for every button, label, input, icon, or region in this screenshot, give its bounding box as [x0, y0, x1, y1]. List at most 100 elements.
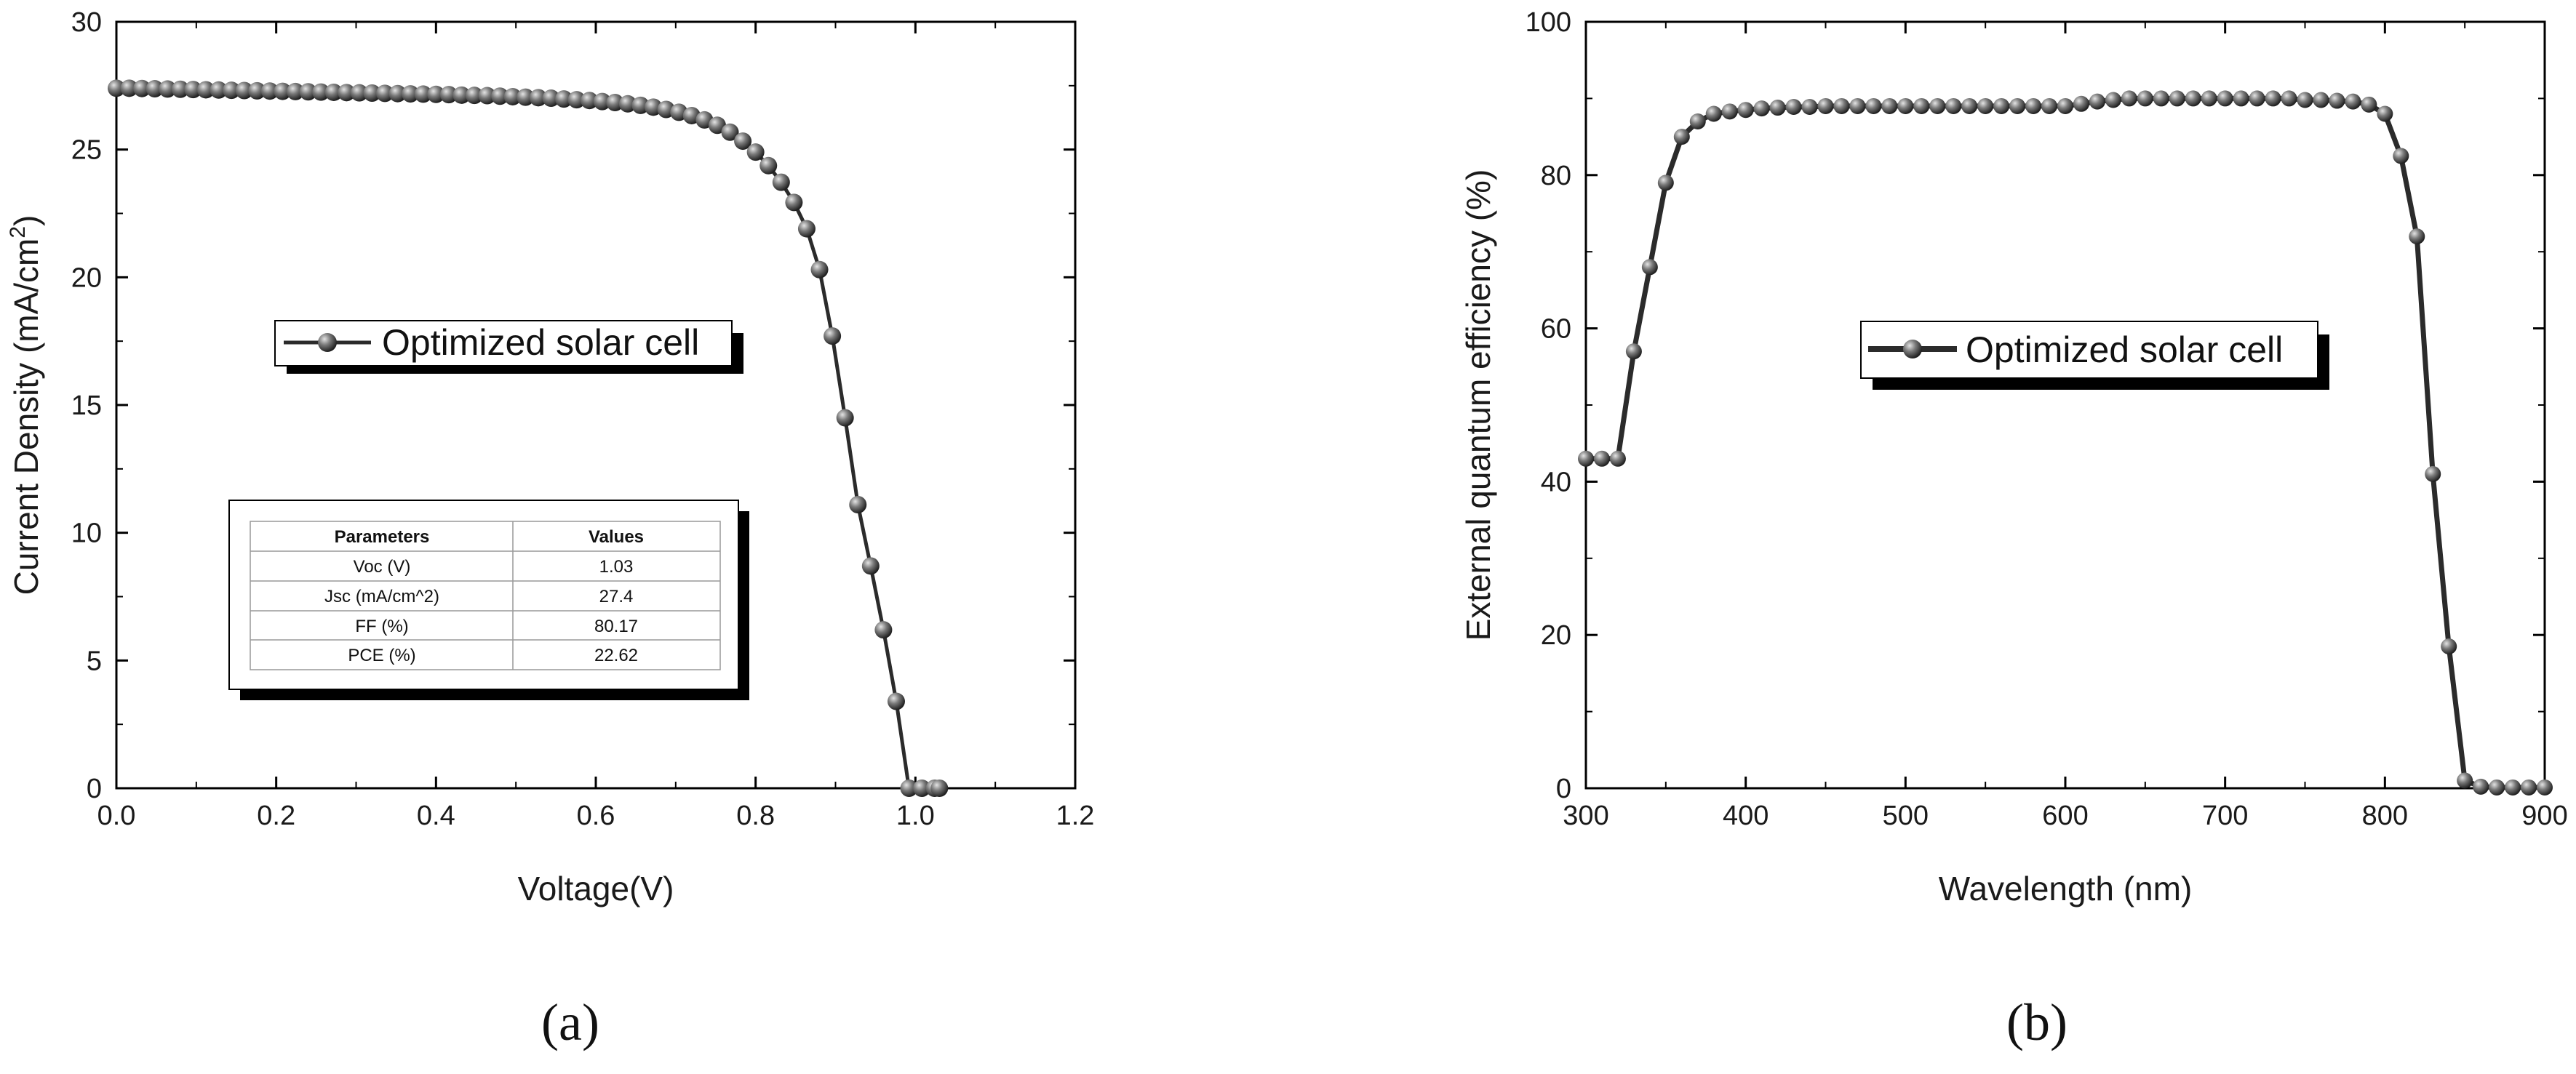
data-point	[1881, 97, 1898, 114]
x-tick-label: 1.2	[1056, 801, 1095, 831]
data-point	[529, 89, 547, 107]
data-point	[260, 82, 279, 100]
y-tick-label: 15	[71, 390, 102, 421]
data-point	[2377, 105, 2393, 122]
data-point	[2409, 228, 2425, 245]
x-tick-label: 900	[2521, 801, 2567, 831]
data-point	[581, 92, 599, 110]
data-point	[2425, 465, 2441, 482]
data-point	[2345, 93, 2361, 110]
data-point	[734, 132, 752, 151]
chart-a-legend-label: Optimized solar cell	[382, 322, 699, 363]
data-point	[223, 81, 241, 100]
chart-b-legend-label: Optimized solar cell	[1966, 329, 2283, 370]
x-tick-label: 300	[1563, 801, 1608, 831]
data-point	[414, 85, 432, 103]
data-point	[1897, 97, 1914, 114]
chart-a-legend-marker	[318, 333, 337, 352]
data-point	[145, 80, 164, 98]
table-cell: 27.4	[599, 587, 634, 606]
data-point	[772, 173, 790, 191]
chart-b-legend-marker	[1903, 340, 1922, 358]
data-point	[1801, 98, 1818, 115]
chart-b-legend: Optimized solar cell	[1860, 321, 2329, 390]
data-point	[797, 220, 816, 238]
x-tick-label: 400	[1723, 801, 1768, 831]
table-cell: PCE (%)	[348, 646, 415, 665]
data-point	[2249, 90, 2265, 107]
data-point	[517, 88, 535, 106]
data-point	[2169, 90, 2185, 107]
data-point	[478, 87, 496, 105]
data-point	[452, 86, 471, 104]
x-tick-label: 0.2	[257, 801, 295, 831]
data-point	[1785, 98, 1802, 115]
data-point	[721, 123, 739, 141]
data-point	[312, 83, 330, 101]
x-tick-label: 0.6	[577, 801, 615, 831]
data-point	[708, 116, 726, 135]
chart-b-plot-frame	[1584, 20, 2546, 790]
data-point	[542, 89, 560, 108]
table-cell: 1.03	[599, 557, 634, 577]
data-point	[133, 79, 151, 97]
data-point	[363, 84, 381, 103]
data-point	[606, 94, 624, 112]
data-point	[759, 156, 778, 175]
data-point	[2217, 90, 2233, 107]
data-point	[1657, 175, 1674, 191]
data-point	[439, 86, 458, 104]
data-point	[350, 84, 368, 102]
data-point	[1609, 450, 1626, 467]
table-header-parameters: Parameters	[335, 527, 430, 547]
data-point	[593, 92, 611, 111]
data-point	[1961, 97, 1978, 114]
data-point	[338, 84, 356, 102]
data-point	[248, 81, 266, 100]
data-point	[324, 83, 343, 101]
x-tick-label: 1.0	[896, 801, 935, 831]
data-point	[1689, 113, 1706, 130]
data-point	[874, 621, 893, 639]
data-point	[1578, 450, 1594, 467]
table-cell: FF (%)	[355, 617, 408, 636]
x-tick-label: 500	[1883, 801, 1929, 831]
x-tick-label: 0.8	[736, 801, 775, 831]
data-point	[2473, 778, 2489, 795]
data-point	[930, 780, 949, 797]
data-point	[376, 84, 394, 103]
data-point	[427, 85, 445, 103]
y-tick-label: 5	[87, 646, 102, 676]
data-point	[274, 82, 292, 100]
data-point	[2185, 90, 2201, 107]
table-cell: 22.62	[594, 646, 638, 665]
data-point	[1945, 97, 1962, 114]
data-point	[618, 95, 637, 113]
series-line	[1586, 95, 2545, 790]
x-tick-label: 0.0	[97, 801, 136, 831]
data-point	[1993, 97, 2010, 114]
data-point	[887, 692, 905, 710]
chart-b-x-axis-label: Wavelength (nm)	[1939, 870, 2193, 907]
data-point	[1705, 105, 1722, 122]
data-point	[2281, 90, 2297, 107]
chart-a-y-axis-label: Current Density (mA/cm2)	[6, 215, 45, 596]
data-point	[1593, 450, 1610, 467]
data-point	[2121, 90, 2137, 107]
data-point	[2233, 90, 2249, 107]
x-tick-label: 700	[2202, 801, 2248, 831]
data-point	[1753, 100, 1770, 117]
data-point	[184, 81, 202, 99]
data-point	[1929, 97, 1946, 114]
data-point	[1849, 97, 1866, 114]
data-point	[2521, 779, 2537, 796]
chart-b-ticks: 300 400 500 600 700 800 900 0 20 40 60 80 100	[1526, 7, 2568, 831]
y-tick-label: 10	[71, 518, 102, 549]
data-point	[2137, 90, 2153, 107]
data-point	[746, 143, 765, 161]
data-point	[2441, 638, 2457, 655]
table-cell: Voc (V)	[354, 557, 411, 577]
data-point	[1977, 97, 1994, 114]
data-point	[1817, 97, 1834, 114]
